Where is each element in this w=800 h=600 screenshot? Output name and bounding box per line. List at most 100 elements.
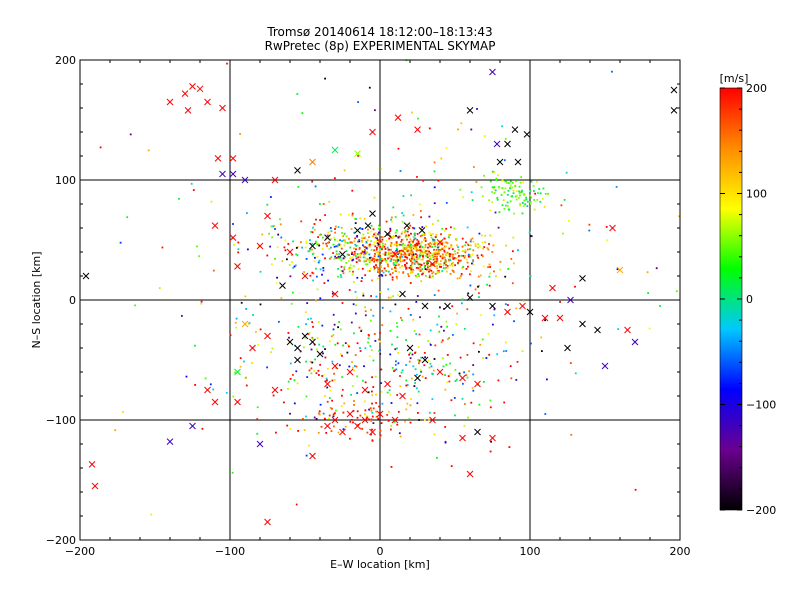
scatter-dot: [343, 257, 346, 260]
scatter-dot: [119, 241, 122, 244]
scatter-dot: [417, 117, 419, 120]
scatter-dot: [330, 430, 333, 432]
scatter-x-marker: [331, 146, 339, 154]
scatter-x-marker: [346, 410, 354, 418]
scatter-dot: [430, 234, 432, 237]
scatter-dot: [437, 219, 440, 222]
scatter-x-marker: [229, 234, 237, 241]
scatter-dot: [318, 243, 320, 245]
scatter-x-marker: [369, 128, 376, 136]
scatter-dot: [445, 147, 448, 149]
scatter-dot: [316, 243, 319, 246]
scatter-x-marker: [519, 302, 526, 310]
scatter-dot: [377, 268, 380, 270]
scatter-dot: [462, 266, 465, 268]
scatter-dot: [429, 329, 432, 332]
scatter-dot: [358, 247, 361, 249]
scatter-x-marker: [316, 350, 324, 358]
scatter-dot: [294, 264, 297, 267]
scatter-dot: [413, 238, 415, 241]
scatter-dot: [419, 266, 422, 268]
scatter-dot: [338, 243, 341, 246]
scatter-dot: [314, 185, 317, 188]
scatter-dot: [423, 352, 426, 354]
scatter-dot: [316, 348, 318, 351]
scatter-dot: [570, 433, 573, 436]
scatter-dot: [419, 242, 422, 245]
scatter-dot: [284, 239, 287, 242]
scatter-dot: [334, 257, 337, 259]
scatter-dot: [378, 405, 381, 408]
scatter-dot: [234, 321, 237, 324]
scatter-dot: [420, 227, 423, 230]
scatter-dot: [524, 203, 526, 206]
scatter-dot: [506, 201, 509, 204]
scatter-dot: [292, 374, 294, 376]
scatter-dot: [411, 271, 414, 273]
scatter-dot: [379, 246, 381, 248]
scatter-dot: [380, 261, 382, 264]
scatter-dot: [390, 241, 393, 244]
scatter-dot: [394, 303, 397, 306]
scatter-dot: [366, 258, 369, 260]
scatter-dot: [515, 379, 518, 381]
scatter-dot: [372, 257, 374, 260]
scatter-dot: [410, 246, 413, 249]
scatter-dot: [440, 157, 443, 160]
scatter-dot: [379, 255, 381, 257]
scatter-dot: [404, 265, 407, 268]
scatter-dot: [430, 236, 433, 239]
scatter-dot: [436, 259, 439, 261]
scatter-dot: [502, 350, 505, 353]
scatter-dot: [237, 251, 240, 254]
scatter-dot: [384, 253, 386, 256]
scatter-dot: [362, 418, 365, 421]
scatter-dot: [402, 238, 405, 241]
scatter-dot: [318, 410, 321, 413]
scatter-dot: [512, 236, 515, 239]
scatter-dot: [232, 223, 234, 225]
scatter-dot: [369, 243, 371, 246]
scatter-dot: [450, 399, 453, 402]
scatter-dot: [388, 237, 391, 240]
scatter-dot: [394, 231, 397, 234]
scatter-dot: [373, 241, 376, 244]
scatter-dot: [438, 271, 441, 273]
scatter-dot: [305, 240, 308, 243]
scatter-dot: [435, 256, 438, 259]
scatter-dot: [461, 245, 464, 248]
scatter-dot: [488, 243, 490, 245]
scatter-dot: [367, 232, 369, 234]
scatter-x-marker: [421, 356, 429, 364]
scatter-dot: [336, 239, 339, 242]
scatter-dot: [312, 272, 315, 275]
scatter-dot: [405, 247, 407, 249]
scatter-dot: [348, 270, 351, 273]
scatter-dot: [380, 265, 382, 267]
scatter-dot: [409, 272, 412, 274]
scatter-dot: [339, 328, 342, 331]
scatter-dot: [389, 245, 392, 247]
scatter-dot: [377, 224, 380, 227]
scatter-dot: [232, 395, 235, 398]
scatter-dot: [418, 268, 421, 271]
scatter-dot: [436, 265, 438, 267]
scatter-dot: [505, 350, 508, 352]
scatter-dot: [497, 226, 500, 229]
scatter-dot: [453, 250, 456, 253]
scatter-dot: [480, 186, 483, 189]
scatter-dot: [355, 296, 358, 299]
scatter-dot: [319, 233, 322, 236]
scatter-dot: [399, 257, 402, 260]
scatter-dot: [451, 248, 454, 251]
scatter-dot: [364, 409, 367, 412]
scatter-dot: [458, 372, 461, 375]
scatter-dot: [410, 255, 413, 258]
scatter-dot: [588, 229, 591, 232]
scatter-dot: [373, 333, 376, 335]
scatter-dot: [427, 359, 430, 362]
scatter-dot: [491, 201, 494, 204]
scatter-dot: [414, 260, 417, 263]
scatter-dot: [428, 252, 430, 255]
scatter-dot: [505, 244, 507, 247]
